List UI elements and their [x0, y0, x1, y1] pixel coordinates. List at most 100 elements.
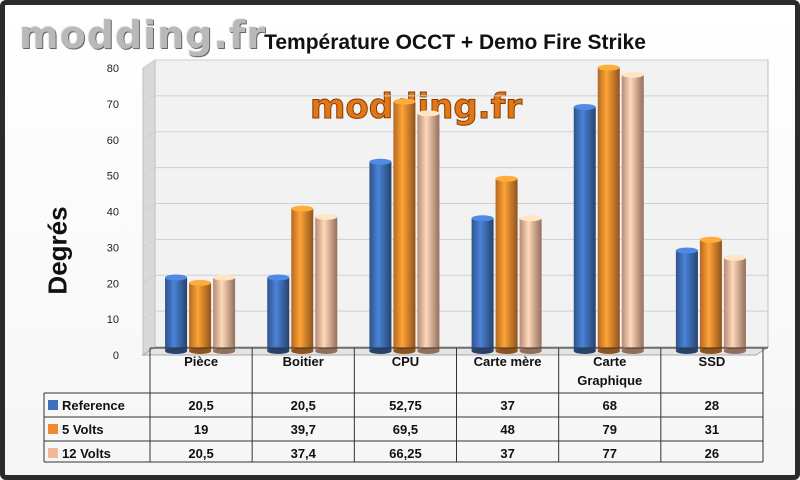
bar-body — [495, 178, 518, 351]
bar-top — [597, 64, 620, 71]
data-label: 66,25 — [389, 446, 422, 461]
bar-body — [369, 161, 392, 351]
gridline-side — [142, 131, 156, 141]
data-label: 26 — [705, 446, 719, 461]
bar-top — [495, 175, 518, 182]
legend-series-name: 12 Volts — [62, 446, 111, 461]
watermark-text: modding.fr — [310, 87, 522, 127]
bar-body — [471, 218, 494, 351]
data-label: 37 — [500, 446, 514, 461]
bar-base — [291, 348, 314, 354]
bar-top — [267, 274, 290, 281]
gridline-side — [142, 95, 156, 105]
data-label: 79 — [603, 422, 617, 437]
category-label: Pièce — [184, 354, 218, 369]
gridline-side — [142, 167, 156, 177]
data-label: 68 — [603, 398, 617, 413]
bar-top — [621, 71, 644, 78]
data-label: 19 — [194, 422, 208, 437]
legend-swatch — [48, 448, 58, 458]
bar-top — [189, 279, 212, 286]
bar-base — [519, 348, 542, 354]
legend-swatch — [48, 400, 58, 410]
bar-top — [471, 215, 494, 222]
bar-top — [213, 274, 236, 281]
y-tick-label: 0 — [113, 350, 119, 362]
bar-base — [621, 348, 644, 354]
gridline-side — [142, 310, 156, 320]
bar-body — [675, 250, 698, 351]
data-label: 48 — [500, 422, 514, 437]
bar-body — [519, 218, 542, 351]
bar-body — [573, 107, 596, 351]
legend-series-name: Reference — [62, 398, 125, 413]
bar-body — [723, 257, 746, 351]
data-label: 20,5 — [188, 398, 213, 413]
bar-top — [699, 236, 722, 243]
data-label: 20,5 — [188, 446, 213, 461]
bar-body — [315, 216, 338, 351]
data-label: 69,5 — [393, 422, 418, 437]
category-label: Boitier — [283, 354, 324, 369]
bar-body — [267, 277, 290, 351]
bar-body — [621, 74, 644, 351]
bar-base — [369, 348, 392, 354]
bar-base — [471, 348, 494, 354]
bar-body — [165, 277, 188, 351]
data-label: 37 — [500, 398, 514, 413]
y-tick-label: 30 — [107, 242, 119, 254]
category-label: CPU — [392, 354, 419, 369]
data-label: 20,5 — [291, 398, 316, 413]
gridline-side — [142, 274, 156, 284]
bar-base — [573, 348, 596, 354]
bar-body — [189, 282, 212, 351]
bar-body — [213, 277, 236, 351]
bar-base — [699, 348, 722, 354]
bar-base — [165, 348, 188, 354]
bar-base — [723, 348, 746, 354]
bar-body — [597, 67, 620, 352]
data-label: 28 — [705, 398, 719, 413]
y-tick-label: 70 — [107, 99, 119, 111]
bar-top — [675, 247, 698, 254]
gridline-side — [142, 238, 156, 248]
chart-title: Température OCCT + Demo Fire Strike — [264, 31, 646, 54]
bar-top — [417, 110, 440, 117]
y-tick-label: 40 — [107, 207, 119, 219]
y-tick-label: 80 — [107, 63, 119, 75]
data-label: 31 — [705, 422, 719, 437]
gridline-side — [142, 203, 156, 212]
category-label: Carte — [593, 354, 626, 369]
data-label: 37,4 — [291, 446, 317, 461]
bar-top — [369, 158, 392, 165]
bar-body — [699, 239, 722, 351]
category-label: Graphique — [577, 373, 642, 388]
bar-base — [393, 348, 416, 354]
bar-top — [291, 205, 314, 212]
y-tick-label: 20 — [107, 278, 119, 290]
bar-top — [315, 213, 338, 220]
bar-base — [597, 348, 620, 354]
data-label: 52,75 — [389, 398, 422, 413]
category-label: SSD — [699, 354, 726, 369]
data-label: 77 — [603, 446, 617, 461]
bar-top — [165, 274, 188, 281]
legend-series-name: 5 Volts — [62, 422, 104, 437]
bar-body — [393, 101, 416, 351]
bar-top — [573, 104, 596, 111]
modding-logo: modding.fr — [19, 13, 267, 57]
bar-top — [519, 215, 542, 222]
bar-base — [417, 348, 440, 354]
bar-base — [315, 348, 338, 354]
bar-base — [675, 348, 698, 354]
bar-base — [213, 348, 236, 354]
bar-base — [267, 348, 290, 354]
data-label: 39,7 — [291, 422, 316, 437]
y-tick-label: 10 — [107, 314, 119, 326]
category-label: Carte mère — [474, 354, 542, 369]
y-tick-label: 50 — [107, 171, 119, 183]
bar-body — [291, 208, 314, 351]
bar-top — [393, 98, 416, 105]
bar-body — [417, 113, 440, 351]
